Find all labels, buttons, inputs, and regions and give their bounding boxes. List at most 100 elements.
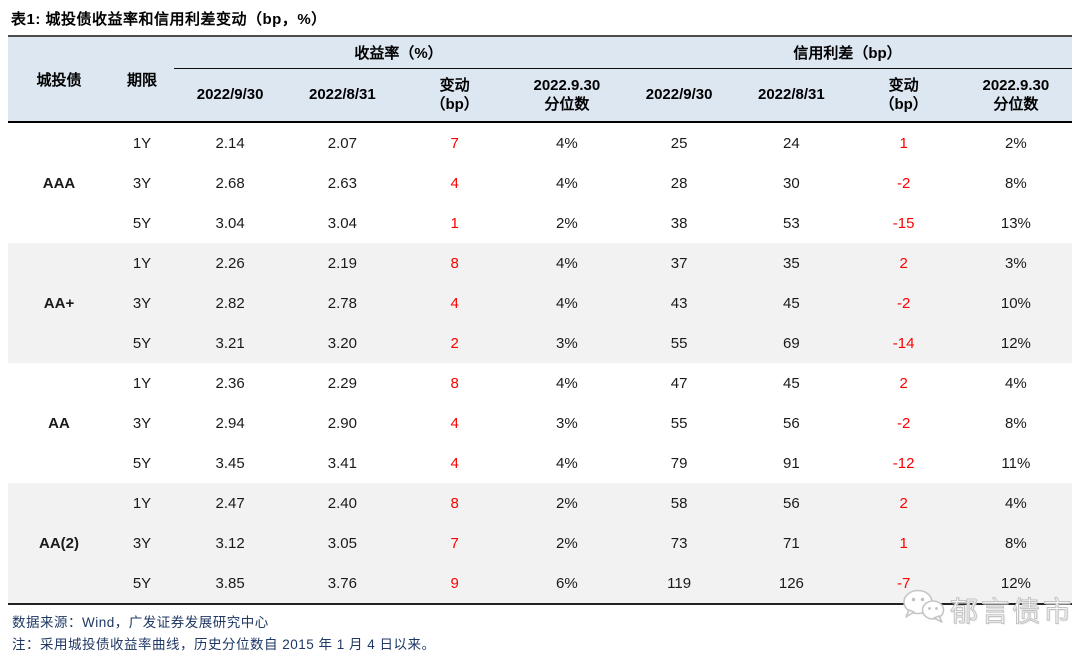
yield-change-cell: 9 bbox=[450, 574, 459, 592]
spread-change-cell: 2 bbox=[899, 254, 908, 272]
spread-0831-cell: 126 bbox=[778, 574, 804, 592]
header-spread-change: 变动 （bp） bbox=[848, 69, 960, 121]
yield-0831-cell: 2.29 bbox=[327, 374, 357, 392]
yield-0930-cell: 2.68 bbox=[215, 174, 245, 192]
yield-0930-cell: 2.26 bbox=[215, 254, 245, 272]
yield-percentile-cell: 4% bbox=[556, 174, 578, 192]
yield-percentile-cell: 3% bbox=[556, 334, 578, 352]
yield-0930-cell: 2.36 bbox=[215, 374, 245, 392]
spread-0831-cell: 53 bbox=[783, 214, 800, 232]
tenor-cell: 5Y bbox=[132, 574, 152, 592]
spread-0831-cell: 56 bbox=[783, 494, 800, 512]
spread-percentile-cell: 11% bbox=[1001, 454, 1031, 472]
yield-0831-cell: 3.76 bbox=[327, 574, 357, 592]
yield-0930-cell: 2.14 bbox=[215, 134, 245, 152]
tenor-cell: 5Y bbox=[132, 454, 152, 472]
header-bond-column: 城投债 bbox=[36, 71, 82, 89]
spread-change-cell: -15 bbox=[892, 214, 915, 232]
yield-percentile-cell: 6% bbox=[556, 574, 578, 592]
yield-change-cell: 4 bbox=[450, 174, 459, 192]
yield-percentile-cell: 2% bbox=[556, 534, 578, 552]
yield-0930-cell: 2.47 bbox=[215, 494, 245, 512]
rating-label: AA+ bbox=[43, 294, 75, 312]
spread-0930-cell: 25 bbox=[670, 134, 688, 152]
header-spread-group: 信用利差（bp） bbox=[623, 37, 1072, 69]
yield-percentile-cell: 3% bbox=[556, 414, 578, 432]
spread-0930-cell: 73 bbox=[670, 534, 688, 552]
spread-percentile-cell: 8% bbox=[1005, 174, 1027, 192]
header-yield-20220930: 2022/9/30 bbox=[196, 86, 264, 104]
header-yield-20220831: 2022/8/31 bbox=[309, 86, 376, 104]
header-yield-percentile: 2022.9.30 分位数 bbox=[511, 69, 623, 121]
spread-change-cell: 2 bbox=[899, 494, 908, 512]
spread-percentile-cell: 8% bbox=[1005, 414, 1027, 432]
spread-0831-cell: 56 bbox=[783, 414, 800, 432]
rating-group-aaa: AAA 1Y 2.14 2.07 7 4% 25 24 1 2% 3Y 2.68… bbox=[8, 123, 1072, 243]
yield-change-cell: 8 bbox=[450, 494, 459, 512]
yield-percentile-cell: 4% bbox=[556, 294, 578, 312]
spread-change-cell: -14 bbox=[892, 334, 915, 352]
spread-0930-cell: 119 bbox=[667, 574, 692, 592]
spread-percentile-cell: 10% bbox=[1000, 294, 1031, 312]
yield-0930-cell: 3.21 bbox=[215, 334, 245, 352]
table-title: 表1: 城投债收益率和信用利差变动（bp，%） bbox=[11, 11, 327, 28]
spread-0930-cell: 47 bbox=[670, 374, 688, 392]
tenor-cell: 5Y bbox=[132, 214, 152, 232]
table-body: AAA 1Y 2.14 2.07 7 4% 25 24 1 2% 3Y 2.68… bbox=[8, 123, 1072, 605]
spread-0930-cell: 28 bbox=[670, 174, 688, 192]
spread-0930-cell: 79 bbox=[670, 454, 688, 472]
yield-change-cell: 8 bbox=[450, 374, 459, 392]
rating-label: AA bbox=[48, 414, 70, 432]
spread-change-cell: -12 bbox=[892, 454, 915, 472]
yield-change-cell: 1 bbox=[450, 214, 459, 232]
spread-percentile-cell: 4% bbox=[1005, 494, 1027, 512]
tenor-cell: 3Y bbox=[132, 294, 152, 312]
spread-0831-cell: 91 bbox=[783, 454, 800, 472]
yield-percentile-cell: 4% bbox=[556, 134, 578, 152]
yield-change-cell: 2 bbox=[450, 334, 459, 352]
yield-0831-cell: 3.04 bbox=[327, 214, 357, 232]
spread-0831-cell: 45 bbox=[783, 294, 800, 312]
yield-0930-cell: 3.85 bbox=[215, 574, 245, 592]
spread-0831-cell: 24 bbox=[783, 134, 800, 152]
header-spread-change-line1: 变动 bbox=[888, 76, 919, 94]
spread-0831-cell: 69 bbox=[783, 334, 800, 352]
spread-0831-cell: 71 bbox=[783, 534, 800, 552]
spread-percentile-cell: 8% bbox=[1005, 534, 1027, 552]
yield-percentile-cell: 2% bbox=[556, 214, 578, 232]
yield-0930-cell: 2.82 bbox=[215, 294, 245, 312]
spread-percentile-cell: 3% bbox=[1005, 254, 1027, 272]
tenor-cell: 1Y bbox=[132, 374, 152, 392]
tenor-cell: 1Y bbox=[132, 494, 152, 512]
rating-label: AA(2) bbox=[39, 534, 79, 552]
tenor-cell: 3Y bbox=[132, 534, 152, 552]
header-yield-change-line2: （bp） bbox=[430, 96, 479, 113]
spread-0930-cell: 37 bbox=[670, 254, 688, 272]
yield-change-cell: 4 bbox=[450, 294, 459, 312]
tenor-cell: 3Y bbox=[132, 174, 152, 192]
header-yield-change-line1: 变动 bbox=[439, 76, 470, 94]
rating-label: AAA bbox=[42, 174, 76, 192]
header-yield-group: 收益率（%） bbox=[174, 37, 623, 69]
spread-change-cell: 1 bbox=[899, 134, 908, 152]
yield-percentile-cell: 2% bbox=[556, 494, 578, 512]
yield-change-cell: 8 bbox=[450, 254, 459, 272]
spread-0831-cell: 45 bbox=[783, 374, 800, 392]
spread-change-cell: 2 bbox=[899, 374, 908, 392]
rating-group-aa: AA 1Y 2.36 2.29 8 4% 47 45 2 4% 3Y 2.94 … bbox=[8, 363, 1072, 483]
tenor-cell: 1Y bbox=[132, 134, 152, 152]
source-text: 数据来源：Wind，广发证券发展研究中心 bbox=[12, 615, 269, 630]
table-header: 城投债 期限 收益率（%） 信用利差（bp） 2022/9/30 2022/8/… bbox=[8, 35, 1072, 123]
spread-change-cell: -7 bbox=[896, 574, 911, 592]
rating-group-aa2: AA(2) 1Y 2.47 2.40 8 2% 58 56 2 4% 3Y 3.… bbox=[8, 483, 1072, 603]
yield-percentile-cell: 4% bbox=[556, 454, 578, 472]
yield-0831-cell: 2.07 bbox=[327, 134, 357, 152]
yield-0831-cell: 2.63 bbox=[327, 174, 357, 192]
spread-change-cell: 1 bbox=[899, 534, 908, 552]
header-spread-change-line2: （bp） bbox=[879, 96, 928, 113]
table-footer: 数据来源：Wind，广发证券发展研究中心 注：采用城投债收益率曲线，历史分位数自… bbox=[8, 605, 1072, 657]
yield-change-cell: 7 bbox=[450, 534, 459, 552]
spread-percentile-cell: 13% bbox=[1000, 214, 1031, 232]
spread-0930-cell: 55 bbox=[670, 414, 688, 432]
